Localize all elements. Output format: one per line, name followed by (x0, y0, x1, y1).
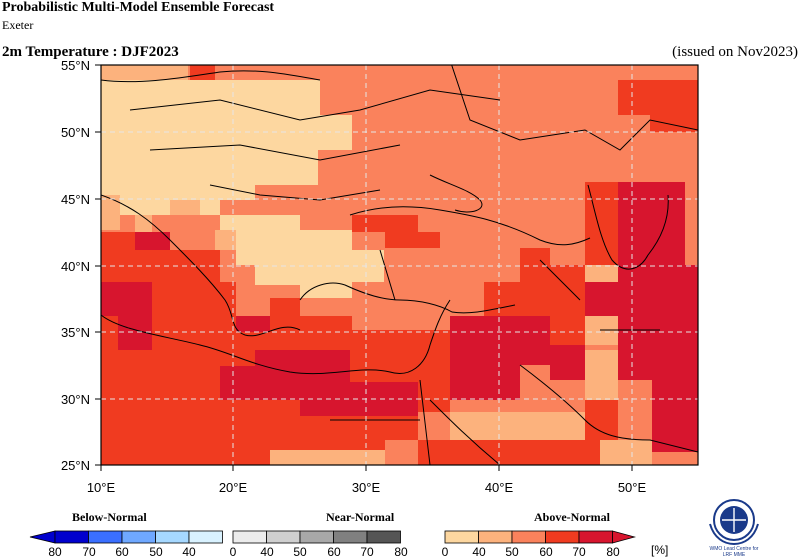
issued-date: (issued on Nov2023) (672, 44, 798, 60)
page-title: Probabilistic Multi-Model Ensemble Forec… (2, 0, 275, 15)
legend-tick-label: 70 (82, 545, 96, 559)
color-legend (29, 530, 637, 544)
region-central-europe (101, 80, 352, 215)
lat-tick-label: 25°N (61, 458, 90, 473)
region-caspian-iran (585, 182, 698, 430)
legend-swatch (88, 530, 123, 544)
lon-tick-label: 10°E (87, 480, 116, 495)
legend-swatch (366, 530, 401, 544)
legend-tick-label: 60 (115, 545, 129, 559)
legend-swatch (155, 530, 190, 544)
region-mediterranean-sea (101, 232, 585, 465)
legend-tick-label: 80 (394, 545, 408, 559)
legend-swatch (54, 530, 89, 544)
legend-tick-label: 0 (442, 545, 449, 559)
region-north-africa (220, 350, 418, 416)
legend-tick-label: 70 (360, 545, 374, 559)
legend-tick-label: 0 (230, 545, 237, 559)
wmo-logo-text: WMO Lead Centre for LRF MME (709, 546, 759, 558)
variable-label: 2m Temperature : DJF2023 (2, 44, 179, 60)
legend-tick-label: 80 (48, 545, 62, 559)
legend-arrow-left (29, 530, 56, 544)
legend-swatch (444, 530, 479, 544)
center-name: Exeter (2, 18, 34, 32)
map-frame (100, 64, 699, 466)
legend-swatch (232, 530, 267, 544)
legend-tick-label: 40 (182, 545, 196, 559)
wmo-logo (709, 499, 759, 546)
lon-tick-label: 30°E (352, 480, 381, 495)
lat-tick-label: 35°N (61, 325, 90, 340)
legend-tick-label: 50 (149, 545, 163, 559)
legend-below-normal: Below-Normal (72, 510, 147, 524)
lat-tick-label: 30°N (61, 392, 90, 407)
legend-swatch (333, 530, 368, 544)
legend-unit: [%] (651, 543, 668, 557)
region-middle-east (450, 316, 585, 400)
lon-tick-label: 20°E (219, 480, 248, 495)
legend-swatch (545, 530, 580, 544)
legend-swatch (266, 530, 301, 544)
legend-above-normal: Above-Normal (534, 510, 610, 524)
legend-tick-label: 50 (293, 545, 307, 559)
legend-tick-label: 50 (505, 545, 519, 559)
legend-swatch (511, 530, 546, 544)
coastlines (101, 65, 698, 465)
legend-tick-label: 60 (539, 545, 553, 559)
legend-swatch (299, 530, 334, 544)
legend-swatch (121, 530, 156, 544)
legend-tick-label: 40 (472, 545, 486, 559)
region-arabia (418, 440, 600, 465)
region-balkans-interior (220, 215, 384, 298)
legend-swatch (478, 530, 513, 544)
gridlines (101, 65, 698, 465)
legend-tick-label: 80 (606, 545, 620, 559)
legend-swatch (578, 530, 613, 544)
lat-tick-label: 45°N (61, 192, 90, 207)
legend-near-normal: Near-Normal (326, 510, 395, 524)
lat-tick-label: 50°N (61, 125, 90, 140)
legend-arrow-right (612, 530, 637, 544)
axis-ticks (95, 64, 633, 471)
lon-tick-label: 50°E (618, 480, 647, 495)
legend-tick-label: 60 (327, 545, 341, 559)
legend-tick-label: 70 (572, 545, 586, 559)
legend-tick-label: 40 (260, 545, 274, 559)
lon-tick-label: 40°E (485, 480, 514, 495)
lat-tick-label: 55°N (61, 58, 90, 73)
lat-tick-label: 40°N (61, 259, 90, 274)
legend-swatch (188, 530, 223, 544)
